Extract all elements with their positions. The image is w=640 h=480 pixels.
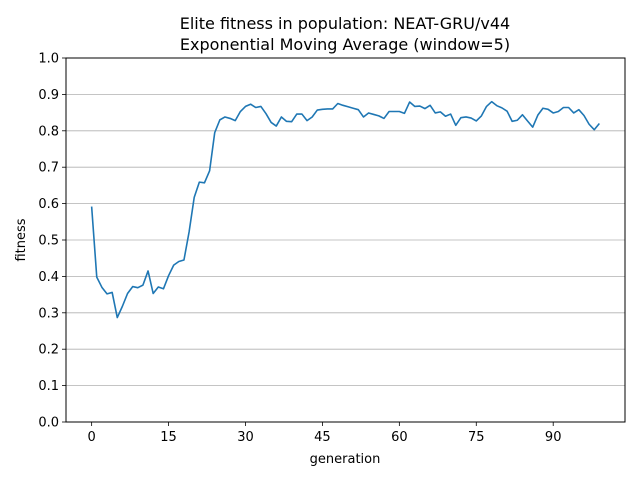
x-tick-label: 15 [160, 430, 177, 445]
chart-subtitle: Exponential Moving Average (window=5) [180, 35, 510, 54]
y-tick-label: 0.1 [38, 379, 59, 394]
y-tick-label: 0.9 [38, 88, 59, 103]
y-tick-label: 0.7 [38, 161, 59, 176]
y-tick-label: 0.2 [38, 343, 59, 358]
y-tick-label: 1.0 [38, 52, 59, 67]
x-tick-label: 0 [88, 430, 96, 445]
y-tick-label: 0.5 [38, 234, 59, 249]
y-tick-label: 0.0 [38, 416, 59, 431]
y-tick-label: 0.4 [38, 270, 59, 285]
y-tick-label: 0.3 [38, 306, 59, 321]
y-axis-label: fitness [14, 218, 29, 261]
x-tick-label: 45 [314, 430, 331, 445]
y-tick-label: 0.8 [38, 124, 59, 139]
x-tick-label: 30 [237, 430, 254, 445]
x-axis-label: generation [310, 452, 381, 467]
chart-title: Elite fitness in population: NEAT-GRU/v4… [180, 14, 510, 33]
y-tick-label: 0.6 [38, 197, 59, 212]
x-tick-label: 90 [545, 430, 562, 445]
series-line [90, 100, 600, 319]
line-layer [90, 100, 600, 319]
x-tick-label: 75 [468, 430, 485, 445]
x-tick-label: 60 [391, 430, 408, 445]
tick-layer: 0.0 0.1 0.2 0.3 0.4 0.5 0.6 0.7 0.8 0.9 1.0 0 15 30 45… [38, 52, 561, 446]
